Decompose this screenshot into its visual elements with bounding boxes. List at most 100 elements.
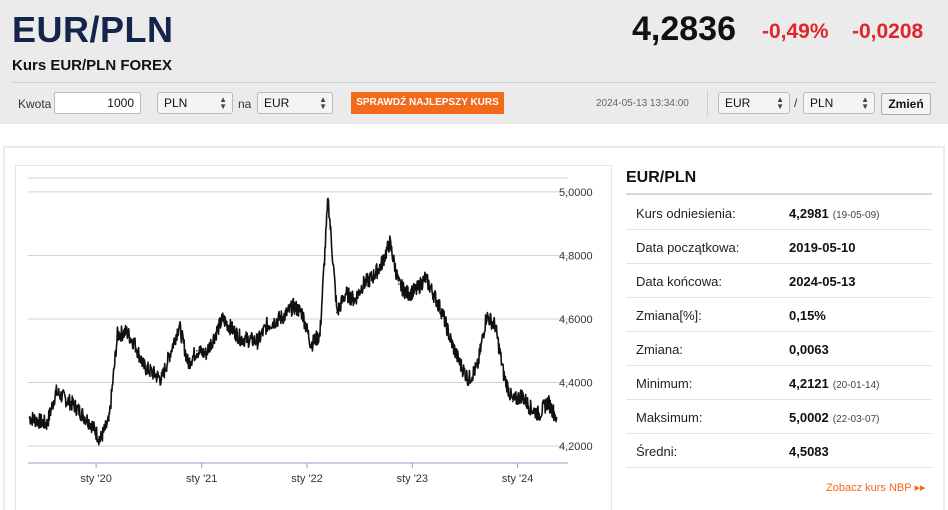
info-row-label: Minimum: (636, 376, 693, 391)
data-point (72, 404, 75, 406)
pair-title: EUR/PLN (12, 9, 174, 50)
data-point (327, 197, 329, 200)
info-row-value: 5,0002 (22-03-07) (789, 410, 879, 425)
data-point (266, 324, 268, 327)
y-tick-label: 4,6000 (559, 314, 593, 326)
change-absolute: -0,0208 (852, 20, 924, 43)
y-tick-label: 5,0000 (559, 187, 593, 199)
info-title-underline (626, 193, 932, 195)
info-row-date: (19-05-09) (832, 210, 880, 221)
info-title: EUR/PLN (626, 169, 697, 186)
select-arrows-icon: ▲ ▼ (219, 95, 227, 111)
nbp-rate-link[interactable]: Zobacz kurs NBP ▸▸ (826, 482, 926, 494)
data-point (371, 276, 374, 279)
data-point (125, 330, 128, 333)
info-row-value: 2019-05-10 (789, 240, 856, 255)
data-point (450, 340, 452, 343)
change-pair-button[interactable]: Zmień (881, 93, 931, 115)
data-point (353, 299, 356, 301)
from-currency-select[interactable]: PLN ▲ ▼ (157, 92, 233, 114)
data-point (555, 416, 558, 419)
info-row-value-text: 4,2121 (789, 376, 829, 391)
data-point (292, 305, 295, 308)
info-row: Średni: 4,5083 (626, 434, 932, 468)
info-row-label: Data początkowa: (636, 240, 740, 255)
data-point (108, 419, 110, 422)
data-point (529, 407, 532, 409)
info-row-value: 4,2121 (20-01-14) (789, 376, 879, 391)
from-currency-value: PLN (164, 96, 188, 110)
x-tick-label: sty '21 (186, 473, 217, 485)
info-row-label: Data końcowa: (636, 274, 722, 289)
data-point (459, 362, 461, 365)
data-point (511, 400, 514, 403)
info-row-label: Kurs odniesienia: (636, 206, 736, 221)
data-point (485, 315, 488, 317)
y-tick-label: 4,4000 (559, 378, 593, 390)
to-currency-select[interactable]: EUR ▲ ▼ (257, 92, 333, 114)
info-row-date: (22-03-07) (832, 414, 880, 425)
info-row-value-text: 0,15% (789, 308, 826, 323)
data-point (319, 334, 321, 336)
info-row-value: 0,0063 (789, 342, 829, 357)
amount-label: Kwota (18, 97, 52, 111)
data-point (362, 283, 365, 285)
content-panel (3, 146, 945, 510)
pair-slash: / (794, 96, 798, 110)
info-row-value-text: 4,2981 (789, 206, 829, 221)
data-point (55, 391, 57, 393)
price-chart-svg: 4,2000 4,4000 4,6000 4,8000 5,0000 sty '20 sty… (28, 177, 593, 485)
select-arrows-icon: ▲ ▼ (319, 95, 327, 111)
y-tick-label: 4,8000 (559, 250, 593, 262)
data-point (494, 324, 496, 327)
quote-currency-select[interactable]: PLN ▲ ▼ (803, 92, 875, 114)
data-point (134, 343, 136, 346)
data-point (344, 292, 347, 295)
select-arrows-icon: ▲ ▼ (861, 95, 869, 111)
data-point (178, 324, 180, 327)
info-row-value-text: 2019-05-10 (789, 240, 856, 255)
info-row-label: Średni: (636, 444, 678, 459)
y-tick-label: 4,2000 (559, 441, 593, 453)
header-divider (12, 82, 936, 83)
current-price: 4,2836 (632, 10, 736, 48)
data-point (239, 337, 242, 339)
info-row-value: 4,5083 (789, 444, 829, 459)
data-point (432, 292, 435, 295)
pair-subtitle: Kurs EUR/PLN FOREX (12, 57, 173, 74)
data-point (547, 400, 549, 403)
info-row-value-text: 5,0002 (789, 410, 829, 425)
info-row-value-text: 0,0063 (789, 342, 829, 357)
data-point (503, 375, 505, 377)
check-best-rate-button[interactable]: SPRAWDŹ NAJLEPSZY KURS (351, 92, 504, 114)
info-row-value: 2024-05-13 (789, 274, 856, 289)
base-currency-select[interactable]: EUR ▲ ▼ (718, 92, 790, 114)
info-row: Maksimum: 5,0002 (22-03-07) (626, 400, 932, 434)
data-point (195, 349, 198, 352)
data-point (406, 292, 409, 295)
data-point (221, 318, 224, 320)
amount-input[interactable]: 1000 (54, 92, 141, 114)
price-chart[interactable]: 4,2000 4,4000 4,6000 4,8000 5,0000 sty '20 sty… (15, 165, 612, 510)
info-row: Kurs odniesienia: 4,2981 (19-05-09) (626, 196, 932, 230)
info-row: Zmiana[%]: 0,15% (626, 298, 932, 332)
x-tick-label: sty '23 (397, 473, 428, 485)
data-point (310, 343, 312, 346)
info-row-value: 4,2981 (19-05-09) (789, 206, 879, 221)
data-point (520, 394, 523, 397)
x-tick-label: sty '22 (291, 473, 322, 485)
toolbar-separator (707, 90, 708, 116)
data-point (441, 311, 444, 314)
data-point (389, 241, 391, 244)
info-row: Zmiana: 0,0063 (626, 332, 932, 366)
data-point (397, 283, 400, 285)
info-row: Data początkowa: 2019-05-10 (626, 230, 932, 264)
data-point (204, 353, 207, 355)
select-arrows-icon: ▲ ▼ (776, 95, 784, 111)
info-row-value-text: 4,5083 (789, 444, 829, 459)
x-tick-label: sty '20 (80, 473, 111, 485)
data-point (28, 416, 31, 419)
info-row-label: Zmiana[%]: (636, 308, 702, 323)
data-point (143, 365, 145, 368)
data-point (467, 378, 470, 381)
